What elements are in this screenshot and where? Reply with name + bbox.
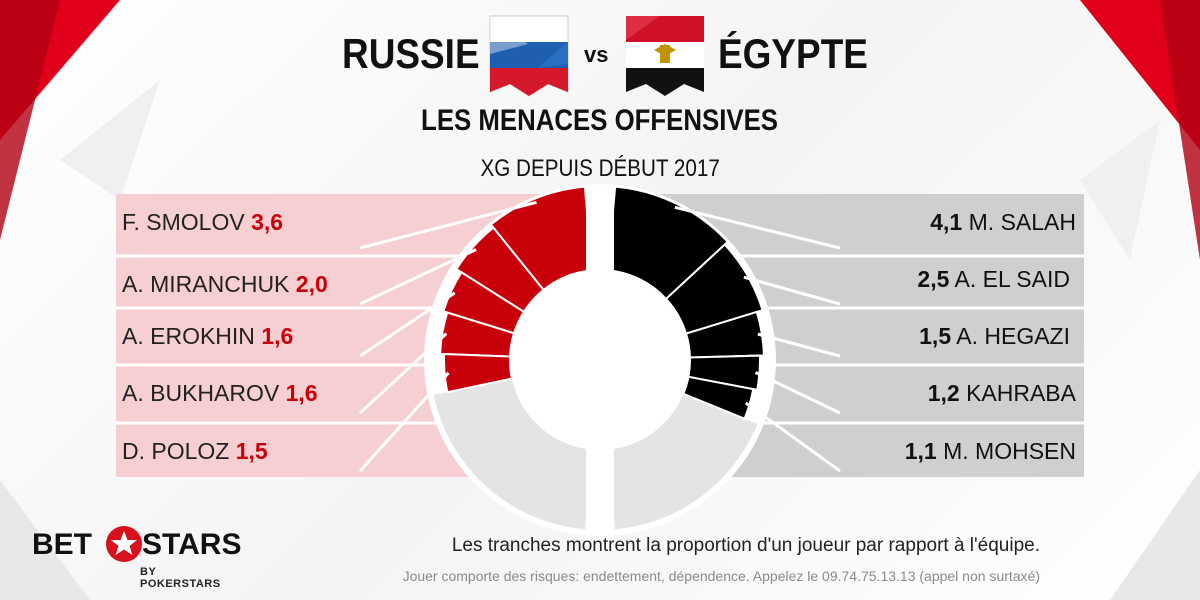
player-xg-value: 4,1 bbox=[930, 209, 963, 235]
chart-subtitle: XG DEPUIS DÉBUT 2017 bbox=[0, 155, 1200, 183]
logo-text-bet: BET bbox=[32, 528, 92, 561]
home-player-row: A. EROKHIN 1,6 bbox=[122, 316, 293, 356]
player-name: D. POLOZ bbox=[122, 438, 230, 464]
player-xg-value: 1,6 bbox=[285, 380, 318, 406]
star-icon bbox=[106, 526, 142, 562]
logo-subtext: BY POKERSTARS bbox=[140, 566, 221, 590]
footnote: Les tranches montrent la proportion d'un… bbox=[451, 535, 1040, 556]
versus-label: vs bbox=[584, 42, 609, 67]
player-xg-value: 3,6 bbox=[251, 209, 284, 235]
gambling-disclaimer: Jouer comporte des risques: endettement,… bbox=[402, 568, 1040, 584]
chart-title: LES MENACES OFFENSIVES bbox=[0, 104, 1200, 138]
player-xg-value: 1,5 bbox=[919, 323, 952, 349]
player-name: A. EROKHIN bbox=[122, 323, 255, 349]
home-leader-line bbox=[358, 371, 450, 473]
player-xg-value: 1,5 bbox=[235, 438, 268, 464]
home-player-row: D. POLOZ 1,5 bbox=[122, 431, 268, 471]
team-home-name: RUSSIE bbox=[342, 30, 480, 77]
center-divider bbox=[586, 186, 614, 550]
away-player-row: 4,1 M. SALAH bbox=[930, 202, 1076, 242]
player-name: A. EL SAID bbox=[954, 266, 1070, 292]
player-name: KAHRABA bbox=[966, 380, 1076, 406]
away-leader-line bbox=[674, 205, 841, 250]
team-away-name: ÉGYPTE bbox=[718, 30, 868, 77]
player-xg-value: 1,6 bbox=[261, 323, 294, 349]
home-leader-line bbox=[359, 200, 537, 250]
home-player-row: F. SMOLOV 3,6 bbox=[122, 202, 283, 242]
player-name: A. HEGAZI bbox=[956, 323, 1070, 349]
player-xg-value: 1,1 bbox=[904, 438, 937, 464]
away-player-row: 2,5 A. EL SAID bbox=[917, 259, 1070, 299]
home-ring-remainder bbox=[433, 378, 593, 530]
chart-title-text: LES MENACES OFFENSIVES bbox=[421, 104, 779, 137]
betstars-logo: BET STARS BY POKERSTARS bbox=[32, 526, 241, 590]
player-name: F. SMOLOV bbox=[122, 209, 245, 235]
away-player-row: 1,1 M. MOHSEN bbox=[905, 431, 1076, 471]
home-player-row: A. MIRANCHUK 2,0 bbox=[122, 264, 328, 304]
away-leader-line bbox=[757, 332, 841, 358]
player-xg-value: 2,0 bbox=[295, 271, 328, 297]
home-leader-line bbox=[358, 332, 448, 415]
home-player-row: A. BUKHAROV 1,6 bbox=[122, 373, 318, 413]
chart-subtitle-text: XG DEPUIS DÉBUT 2017 bbox=[480, 155, 720, 182]
logo-text-stars: STARS bbox=[142, 528, 242, 561]
away-player-row: 1,5 A. HEGAZI bbox=[919, 316, 1070, 356]
player-xg-value: 1,2 bbox=[927, 380, 960, 406]
away-ring-remainder bbox=[607, 393, 758, 530]
away-leader-line bbox=[744, 401, 841, 473]
player-name: M. SALAH bbox=[968, 209, 1076, 235]
player-name: A. MIRANCHUK bbox=[122, 271, 290, 297]
away-leader-line bbox=[743, 275, 841, 306]
player-name: A. BUKHAROV bbox=[122, 380, 280, 406]
away-player-row: 1,2 KAHRABA bbox=[928, 373, 1076, 413]
home-leader-line bbox=[359, 248, 477, 306]
player-name: M. MOHSEN bbox=[943, 438, 1076, 464]
russia-flag-icon bbox=[489, 15, 569, 97]
egypt-flag-icon bbox=[626, 16, 704, 96]
player-xg-value: 2,5 bbox=[917, 266, 950, 292]
home-leader-line bbox=[359, 291, 456, 358]
away-leader-line bbox=[754, 371, 841, 415]
